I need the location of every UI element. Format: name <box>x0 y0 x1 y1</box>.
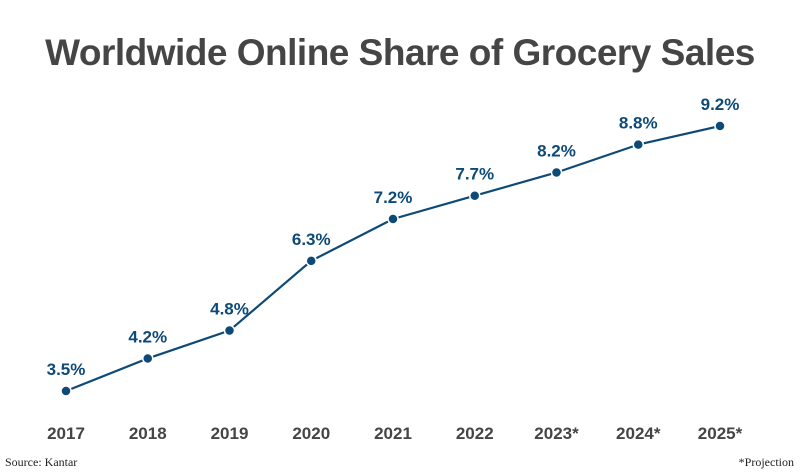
x-tick-label: 2018 <box>129 424 167 443</box>
data-point <box>632 138 644 151</box>
x-tick-label: 2024* <box>616 424 661 443</box>
source-note: Source: Kantar <box>5 455 78 469</box>
data-point <box>142 352 154 365</box>
data-label: 3.5% <box>47 360 86 379</box>
series-line <box>65 124 721 393</box>
x-tick-label: 2021 <box>374 424 412 443</box>
data-label: 9.2% <box>701 95 740 114</box>
data-point <box>223 324 236 337</box>
data-label: 7.7% <box>455 165 494 184</box>
data-point <box>469 189 481 202</box>
data-label: 4.8% <box>210 300 249 319</box>
projection-note: *Projection <box>738 455 794 469</box>
data-point <box>550 166 563 179</box>
data-label: 4.2% <box>128 327 167 346</box>
data-label: 8.2% <box>537 141 576 160</box>
data-point <box>305 255 317 267</box>
data-label: 6.3% <box>292 230 331 249</box>
x-tick-label: 2022 <box>456 424 494 443</box>
x-tick-label: 2017 <box>47 424 85 443</box>
x-tick-label: 2020 <box>292 424 330 443</box>
x-tick-label: 2025* <box>698 424 743 443</box>
data-label: 8.8% <box>619 114 658 133</box>
x-tick-label: 2019 <box>211 424 249 443</box>
x-tick-label: 2023* <box>534 424 579 443</box>
data-point <box>714 120 726 132</box>
chart-title: Worldwide Online Share of Grocery Sales <box>45 32 755 73</box>
data-point <box>60 385 72 397</box>
data-label: 7.2% <box>374 188 413 207</box>
data-point <box>387 213 399 225</box>
